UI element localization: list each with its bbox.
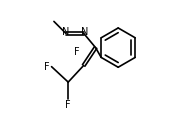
Text: F: F bbox=[74, 47, 79, 57]
Text: N: N bbox=[81, 27, 88, 37]
Text: F: F bbox=[44, 62, 50, 72]
Text: N: N bbox=[62, 27, 70, 37]
Text: F: F bbox=[65, 100, 71, 110]
